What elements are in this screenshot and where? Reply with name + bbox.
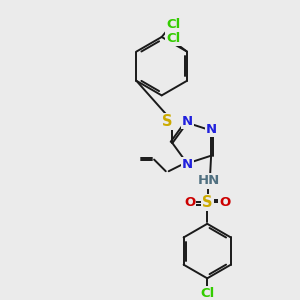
Text: HN: HN	[198, 175, 220, 188]
Text: N: N	[206, 123, 217, 136]
Text: O: O	[184, 196, 195, 209]
Text: S: S	[202, 195, 212, 210]
Text: Cl: Cl	[200, 287, 214, 300]
Text: N: N	[182, 158, 193, 171]
Text: Cl: Cl	[166, 18, 181, 31]
Text: S: S	[162, 114, 173, 129]
Text: Cl: Cl	[166, 32, 181, 45]
Text: N: N	[182, 115, 193, 128]
Text: O: O	[219, 196, 230, 209]
